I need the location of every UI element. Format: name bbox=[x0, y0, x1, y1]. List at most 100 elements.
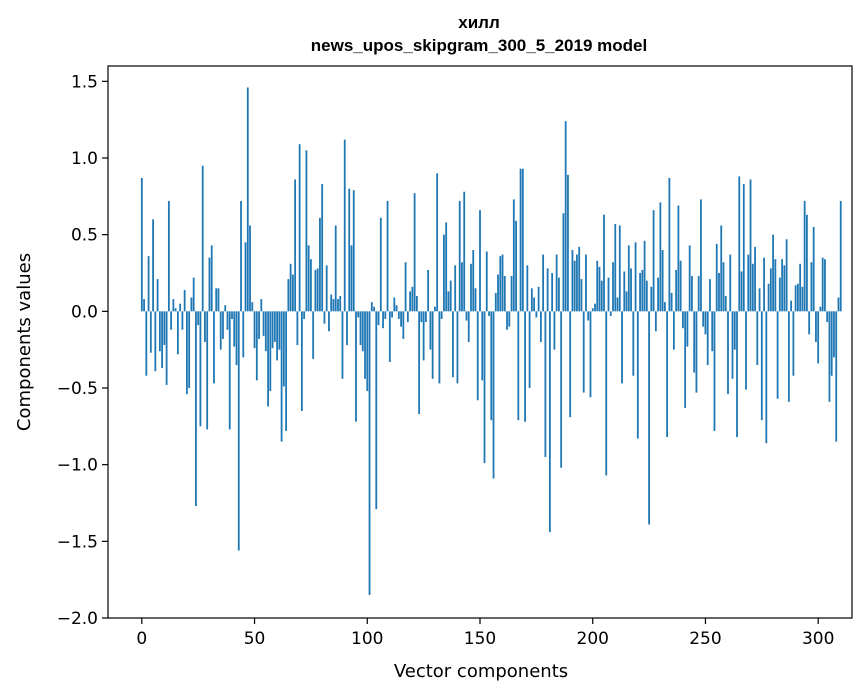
bar-33 bbox=[215, 288, 218, 312]
bar-92 bbox=[348, 188, 351, 312]
bar-55 bbox=[264, 311, 267, 352]
bar-21 bbox=[188, 311, 191, 388]
bar-183 bbox=[553, 311, 556, 350]
bar-87 bbox=[337, 299, 339, 312]
bar-273 bbox=[756, 311, 759, 365]
bar-59 bbox=[273, 311, 276, 342]
bar-17 bbox=[179, 303, 182, 312]
bar-122 bbox=[415, 296, 418, 312]
x-tick-label-4: 200 bbox=[577, 629, 609, 649]
bar-16 bbox=[176, 311, 179, 355]
bar-30 bbox=[208, 257, 211, 312]
bar-127 bbox=[427, 269, 430, 312]
bar-144 bbox=[465, 311, 468, 321]
bar-154 bbox=[488, 311, 490, 316]
bar-291 bbox=[796, 283, 799, 312]
bar-250 bbox=[704, 311, 707, 335]
bar-140 bbox=[456, 311, 459, 384]
bar-106 bbox=[379, 217, 382, 312]
bar-14 bbox=[172, 299, 175, 312]
bar-204 bbox=[600, 280, 603, 312]
bar-39 bbox=[228, 311, 231, 430]
bar-222 bbox=[641, 269, 644, 312]
bar-13 bbox=[170, 311, 173, 330]
bar-143 bbox=[463, 191, 466, 312]
bar-40 bbox=[231, 311, 233, 319]
bar-211 bbox=[616, 297, 619, 312]
bar-60 bbox=[276, 311, 278, 361]
bar-105 bbox=[377, 311, 380, 326]
bar-121 bbox=[413, 193, 416, 312]
bar-290 bbox=[794, 285, 797, 312]
bar-182 bbox=[551, 273, 554, 312]
bar-6 bbox=[154, 311, 157, 372]
bar-196 bbox=[582, 311, 585, 393]
bar-29 bbox=[206, 311, 209, 430]
bar-136 bbox=[447, 291, 450, 312]
bar-8 bbox=[158, 311, 161, 352]
bar-255 bbox=[715, 243, 718, 312]
bar-181 bbox=[548, 311, 551, 533]
bar-149 bbox=[476, 311, 479, 401]
bar-123 bbox=[418, 311, 421, 415]
bar-295 bbox=[806, 214, 808, 312]
bar-270 bbox=[749, 179, 752, 312]
bar-79 bbox=[319, 217, 321, 312]
bar-4 bbox=[149, 311, 152, 353]
bar-171 bbox=[526, 265, 529, 312]
bar-36 bbox=[222, 311, 224, 339]
bar-129 bbox=[431, 311, 434, 379]
bar-259 bbox=[724, 296, 727, 312]
bar-74 bbox=[307, 245, 310, 312]
bar-139 bbox=[454, 265, 457, 312]
bar-27 bbox=[201, 165, 204, 312]
bar-217 bbox=[630, 268, 632, 312]
y-tick-label-4: 0.0 bbox=[71, 302, 98, 322]
bar-19 bbox=[183, 289, 186, 312]
bar-46 bbox=[244, 242, 247, 312]
bar-239 bbox=[679, 260, 682, 312]
bar-49 bbox=[251, 302, 254, 312]
bar-45 bbox=[242, 311, 245, 358]
bar-166 bbox=[515, 220, 517, 312]
bar-128 bbox=[429, 311, 432, 350]
bar-218 bbox=[632, 311, 635, 376]
bar-194 bbox=[578, 246, 581, 312]
bar-111 bbox=[391, 311, 393, 318]
bar-124 bbox=[420, 311, 423, 323]
bar-308 bbox=[835, 311, 838, 442]
bar-159 bbox=[499, 256, 502, 312]
bar-88 bbox=[339, 296, 342, 312]
bar-251 bbox=[706, 311, 709, 365]
bar-10 bbox=[163, 311, 166, 346]
bar-279 bbox=[769, 268, 772, 312]
bar-38 bbox=[226, 311, 229, 330]
bar-82 bbox=[325, 265, 328, 312]
bar-256 bbox=[718, 273, 720, 312]
bar-158 bbox=[497, 274, 499, 312]
bar-264 bbox=[736, 311, 738, 438]
bar-31 bbox=[210, 245, 213, 312]
bar-265 bbox=[738, 176, 741, 312]
bar-241 bbox=[684, 311, 687, 408]
bar-277 bbox=[765, 311, 768, 444]
x-tick-label-2: 100 bbox=[351, 629, 383, 649]
bar-261 bbox=[729, 254, 732, 312]
bar-210 bbox=[614, 223, 617, 312]
bar-23 bbox=[192, 277, 195, 312]
bar-188 bbox=[564, 121, 567, 312]
bar-110 bbox=[388, 311, 391, 362]
bar-89 bbox=[341, 311, 344, 379]
bar-37 bbox=[224, 305, 227, 312]
bar-63 bbox=[282, 311, 285, 387]
bar-234 bbox=[668, 177, 671, 312]
bar-86 bbox=[334, 225, 337, 312]
bar-274 bbox=[758, 288, 761, 312]
y-axis-ticks: −2.0 −1.5 −1.0 −0.5 0.0 0.5 1.0 1.5 bbox=[57, 72, 108, 629]
bar-285 bbox=[783, 265, 786, 312]
bar-267 bbox=[742, 184, 745, 312]
bar-246 bbox=[695, 311, 698, 393]
x-axis-label: Vector components bbox=[394, 661, 568, 682]
bar-252 bbox=[709, 279, 711, 312]
bar-3 bbox=[147, 256, 150, 312]
